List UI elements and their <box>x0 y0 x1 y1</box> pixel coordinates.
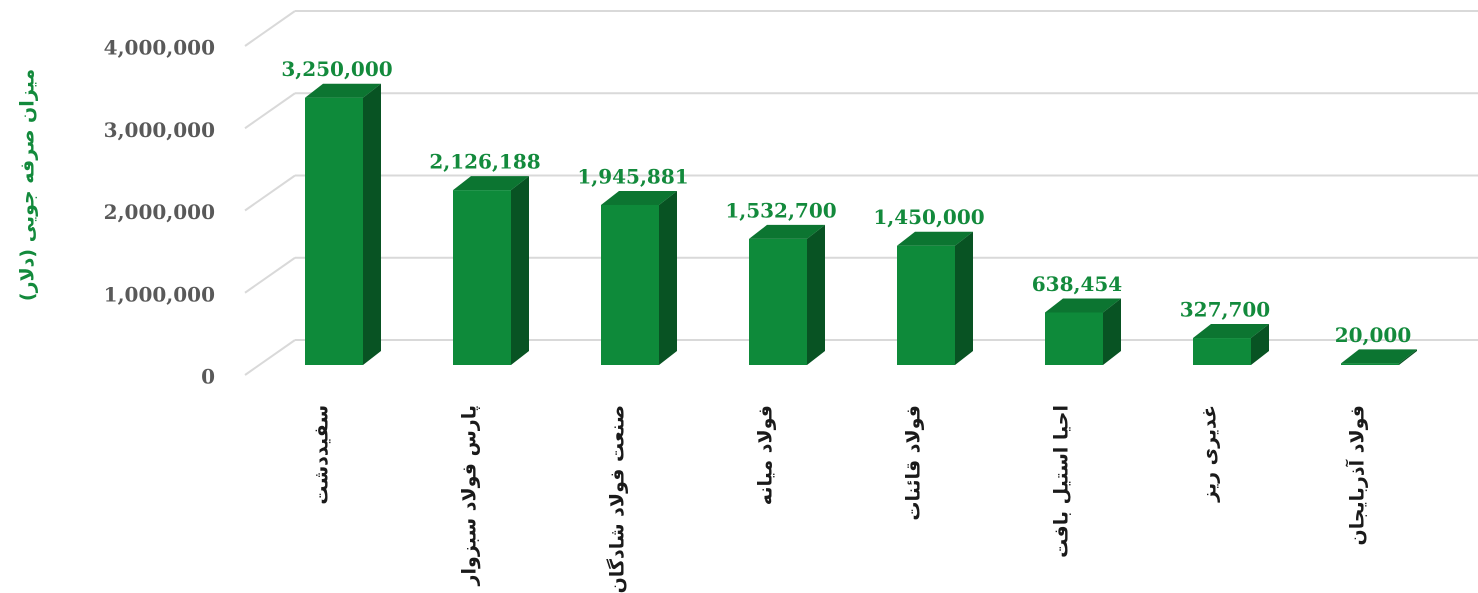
bar-front <box>305 97 363 365</box>
value-label: 1,945,881 <box>577 164 688 188</box>
bar <box>1193 324 1269 365</box>
grid-line <box>244 256 296 294</box>
bar <box>453 176 529 365</box>
bar-side <box>363 83 381 365</box>
value-label: 1,532,700 <box>725 198 836 222</box>
bar <box>897 231 973 365</box>
value-label: 638,454 <box>1032 272 1123 296</box>
bar-front <box>1193 338 1251 365</box>
y-tick-label: 1,000,000 <box>104 282 215 306</box>
bar-side <box>1103 298 1121 365</box>
bar <box>749 224 825 365</box>
value-label: 327,700 <box>1180 298 1270 322</box>
y-tick-label: 4,000,000 <box>104 36 215 60</box>
bar-top <box>1045 298 1121 313</box>
bar-side <box>511 176 529 365</box>
bar-front <box>601 204 659 365</box>
y-tick-label: 2,000,000 <box>104 200 215 224</box>
x-tick-label: صنعت فولاد شادگان <box>606 405 629 593</box>
grid-line <box>244 339 296 376</box>
value-label: 20,000 <box>1335 323 1412 347</box>
bar-side <box>1251 324 1269 365</box>
bar <box>1045 298 1121 365</box>
grid-line <box>244 10 296 47</box>
y-axis-label: میزان صرفه جویی (دلار) <box>17 69 39 301</box>
bar-front <box>1045 312 1103 365</box>
bar-front <box>897 245 955 365</box>
bar-top <box>453 176 529 191</box>
x-tick-label: سفیددشت <box>311 405 333 505</box>
grid-line <box>244 92 296 130</box>
x-tick-label: فولاد قائنات <box>903 405 925 521</box>
bar-top <box>749 224 825 239</box>
y-tick-label: 3,000,000 <box>104 118 215 142</box>
bar <box>1341 349 1417 365</box>
y-tick-label: 0 <box>201 365 215 389</box>
bar-top <box>1193 324 1269 339</box>
bar-front <box>749 238 807 365</box>
x-tick-label: غدیری ریز <box>1199 405 1221 503</box>
value-label: 2,126,188 <box>429 150 540 174</box>
bar-side <box>659 190 677 365</box>
bar-front <box>453 190 511 365</box>
value-label: 1,450,000 <box>873 205 984 229</box>
x-tick-label: پارس فولاد سبزوار <box>459 405 481 586</box>
bar-top <box>601 190 677 205</box>
grid-line <box>244 174 296 212</box>
bar <box>305 83 381 365</box>
bar-front <box>1341 363 1399 365</box>
bar-side <box>955 231 973 365</box>
bar <box>601 190 677 365</box>
x-tick-label: احیا استیل بافت <box>1051 405 1073 558</box>
value-label: 3,250,000 <box>281 57 392 81</box>
bar-side <box>1399 349 1417 365</box>
x-tick-label: فولاد آذربایجان <box>1345 405 1369 546</box>
x-tick-label: فولاد میانه <box>755 405 777 505</box>
bar-side <box>807 224 825 365</box>
bar-top <box>305 83 381 98</box>
bar-top <box>1341 349 1417 364</box>
bar-top <box>897 231 973 246</box>
